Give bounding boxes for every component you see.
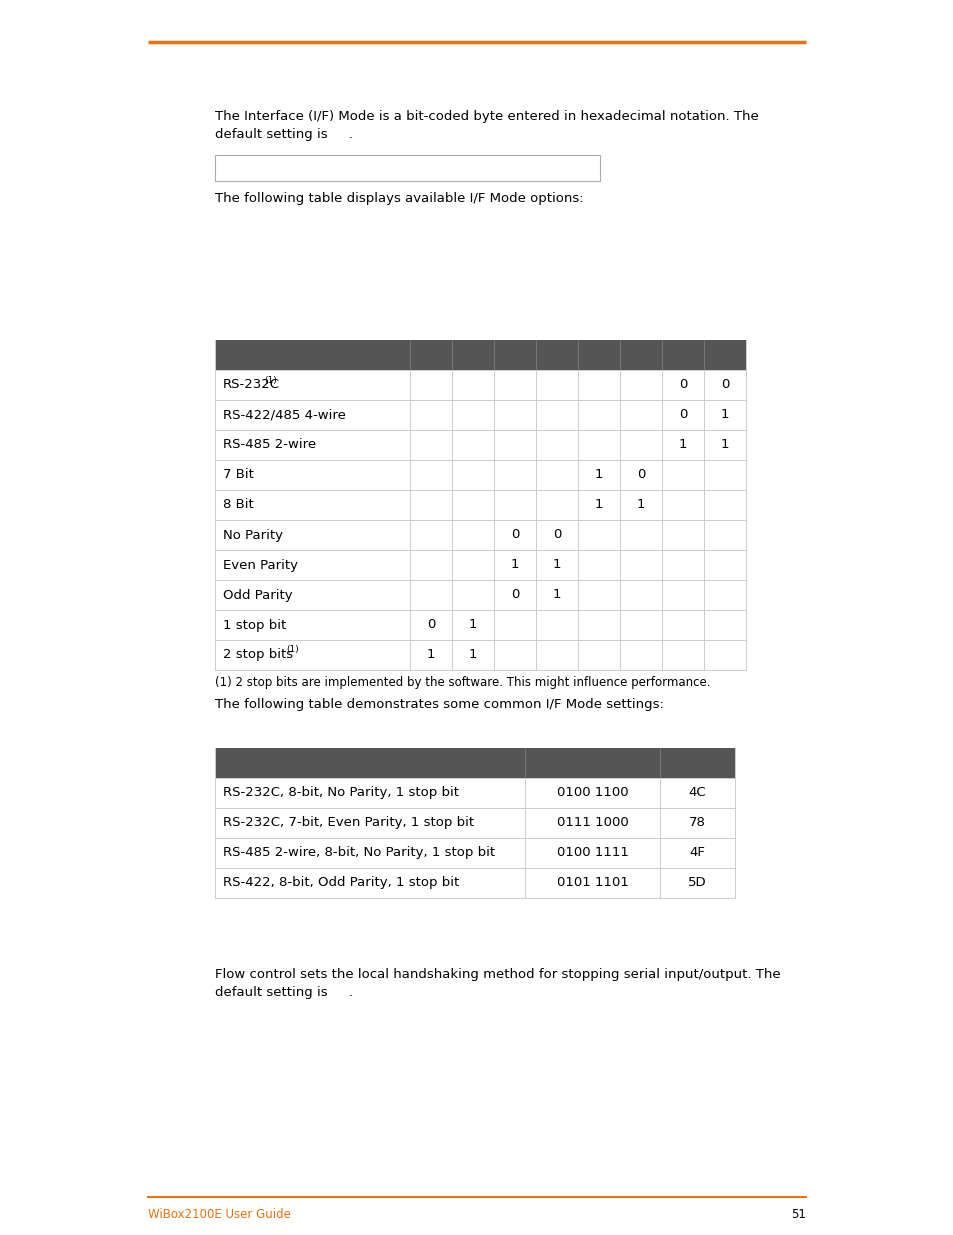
- Text: RS-232C, 8-bit, No Parity, 1 stop bit: RS-232C, 8-bit, No Parity, 1 stop bit: [223, 787, 458, 799]
- Text: Even Parity: Even Parity: [223, 558, 297, 572]
- Text: The following table demonstrates some common I/F Mode settings:: The following table demonstrates some co…: [214, 698, 663, 711]
- Text: RS-232C, 7-bit, Even Parity, 1 stop bit: RS-232C, 7-bit, Even Parity, 1 stop bit: [223, 816, 474, 830]
- Text: 1: 1: [594, 468, 602, 482]
- Text: 78: 78: [688, 816, 705, 830]
- Text: (1): (1): [286, 646, 298, 655]
- Text: 8 Bit: 8 Bit: [223, 499, 253, 511]
- Text: 5D: 5D: [687, 877, 706, 889]
- Text: 1: 1: [594, 499, 602, 511]
- Text: 1: 1: [426, 648, 435, 662]
- Text: 0: 0: [510, 589, 518, 601]
- Text: 1: 1: [510, 558, 518, 572]
- Text: 1: 1: [636, 499, 644, 511]
- Text: 1: 1: [468, 619, 476, 631]
- Text: RS-232C: RS-232C: [223, 378, 280, 391]
- Text: RS-485 2-wire: RS-485 2-wire: [223, 438, 315, 452]
- Text: 0: 0: [679, 378, 686, 391]
- Text: 0100 1100: 0100 1100: [557, 787, 628, 799]
- Text: No Parity: No Parity: [223, 529, 283, 541]
- Text: Odd Parity: Odd Parity: [223, 589, 293, 601]
- Text: 1: 1: [468, 648, 476, 662]
- Text: The following table displays available I/F Mode options:: The following table displays available I…: [214, 191, 583, 205]
- Text: default setting is     .: default setting is .: [214, 986, 353, 999]
- Text: 2 stop bits: 2 stop bits: [223, 648, 293, 662]
- Text: 1: 1: [552, 589, 560, 601]
- Text: 1: 1: [552, 558, 560, 572]
- Text: default setting is     .: default setting is .: [214, 128, 353, 141]
- Text: WiBox2100E User Guide: WiBox2100E User Guide: [148, 1209, 291, 1221]
- Text: 0101 1101: 0101 1101: [556, 877, 628, 889]
- Text: 0: 0: [679, 409, 686, 421]
- Text: The Interface (I/F) Mode is a bit-coded byte entered in hexadecimal notation. Th: The Interface (I/F) Mode is a bit-coded …: [214, 110, 758, 124]
- Text: 0111 1000: 0111 1000: [556, 816, 628, 830]
- Text: Flow control sets the local handshaking method for stopping serial input/output.: Flow control sets the local handshaking …: [214, 968, 780, 981]
- Text: RS-422, 8-bit, Odd Parity, 1 stop bit: RS-422, 8-bit, Odd Parity, 1 stop bit: [223, 877, 458, 889]
- Text: 0: 0: [552, 529, 560, 541]
- Text: 1: 1: [720, 409, 728, 421]
- Text: RS-485 2-wire, 8-bit, No Parity, 1 stop bit: RS-485 2-wire, 8-bit, No Parity, 1 stop …: [223, 846, 495, 860]
- Text: 7 Bit: 7 Bit: [223, 468, 253, 482]
- Text: 0: 0: [637, 468, 644, 482]
- Text: (1) 2 stop bits are implemented by the software. This might influence performanc: (1) 2 stop bits are implemented by the s…: [214, 676, 710, 689]
- Text: 1 stop bit: 1 stop bit: [223, 619, 286, 631]
- Text: 0100 1111: 0100 1111: [556, 846, 628, 860]
- Text: RS-422/485 4-wire: RS-422/485 4-wire: [223, 409, 346, 421]
- Text: 1: 1: [678, 438, 686, 452]
- Text: 0: 0: [510, 529, 518, 541]
- Text: (1): (1): [264, 375, 276, 384]
- Bar: [214, 340, 745, 370]
- Text: 0: 0: [426, 619, 435, 631]
- Text: 4C: 4C: [688, 787, 705, 799]
- Text: 4F: 4F: [689, 846, 704, 860]
- Text: 0: 0: [720, 378, 728, 391]
- Bar: [214, 156, 599, 182]
- Text: 51: 51: [790, 1209, 805, 1221]
- Text: 1: 1: [720, 438, 728, 452]
- Bar: [214, 748, 734, 778]
